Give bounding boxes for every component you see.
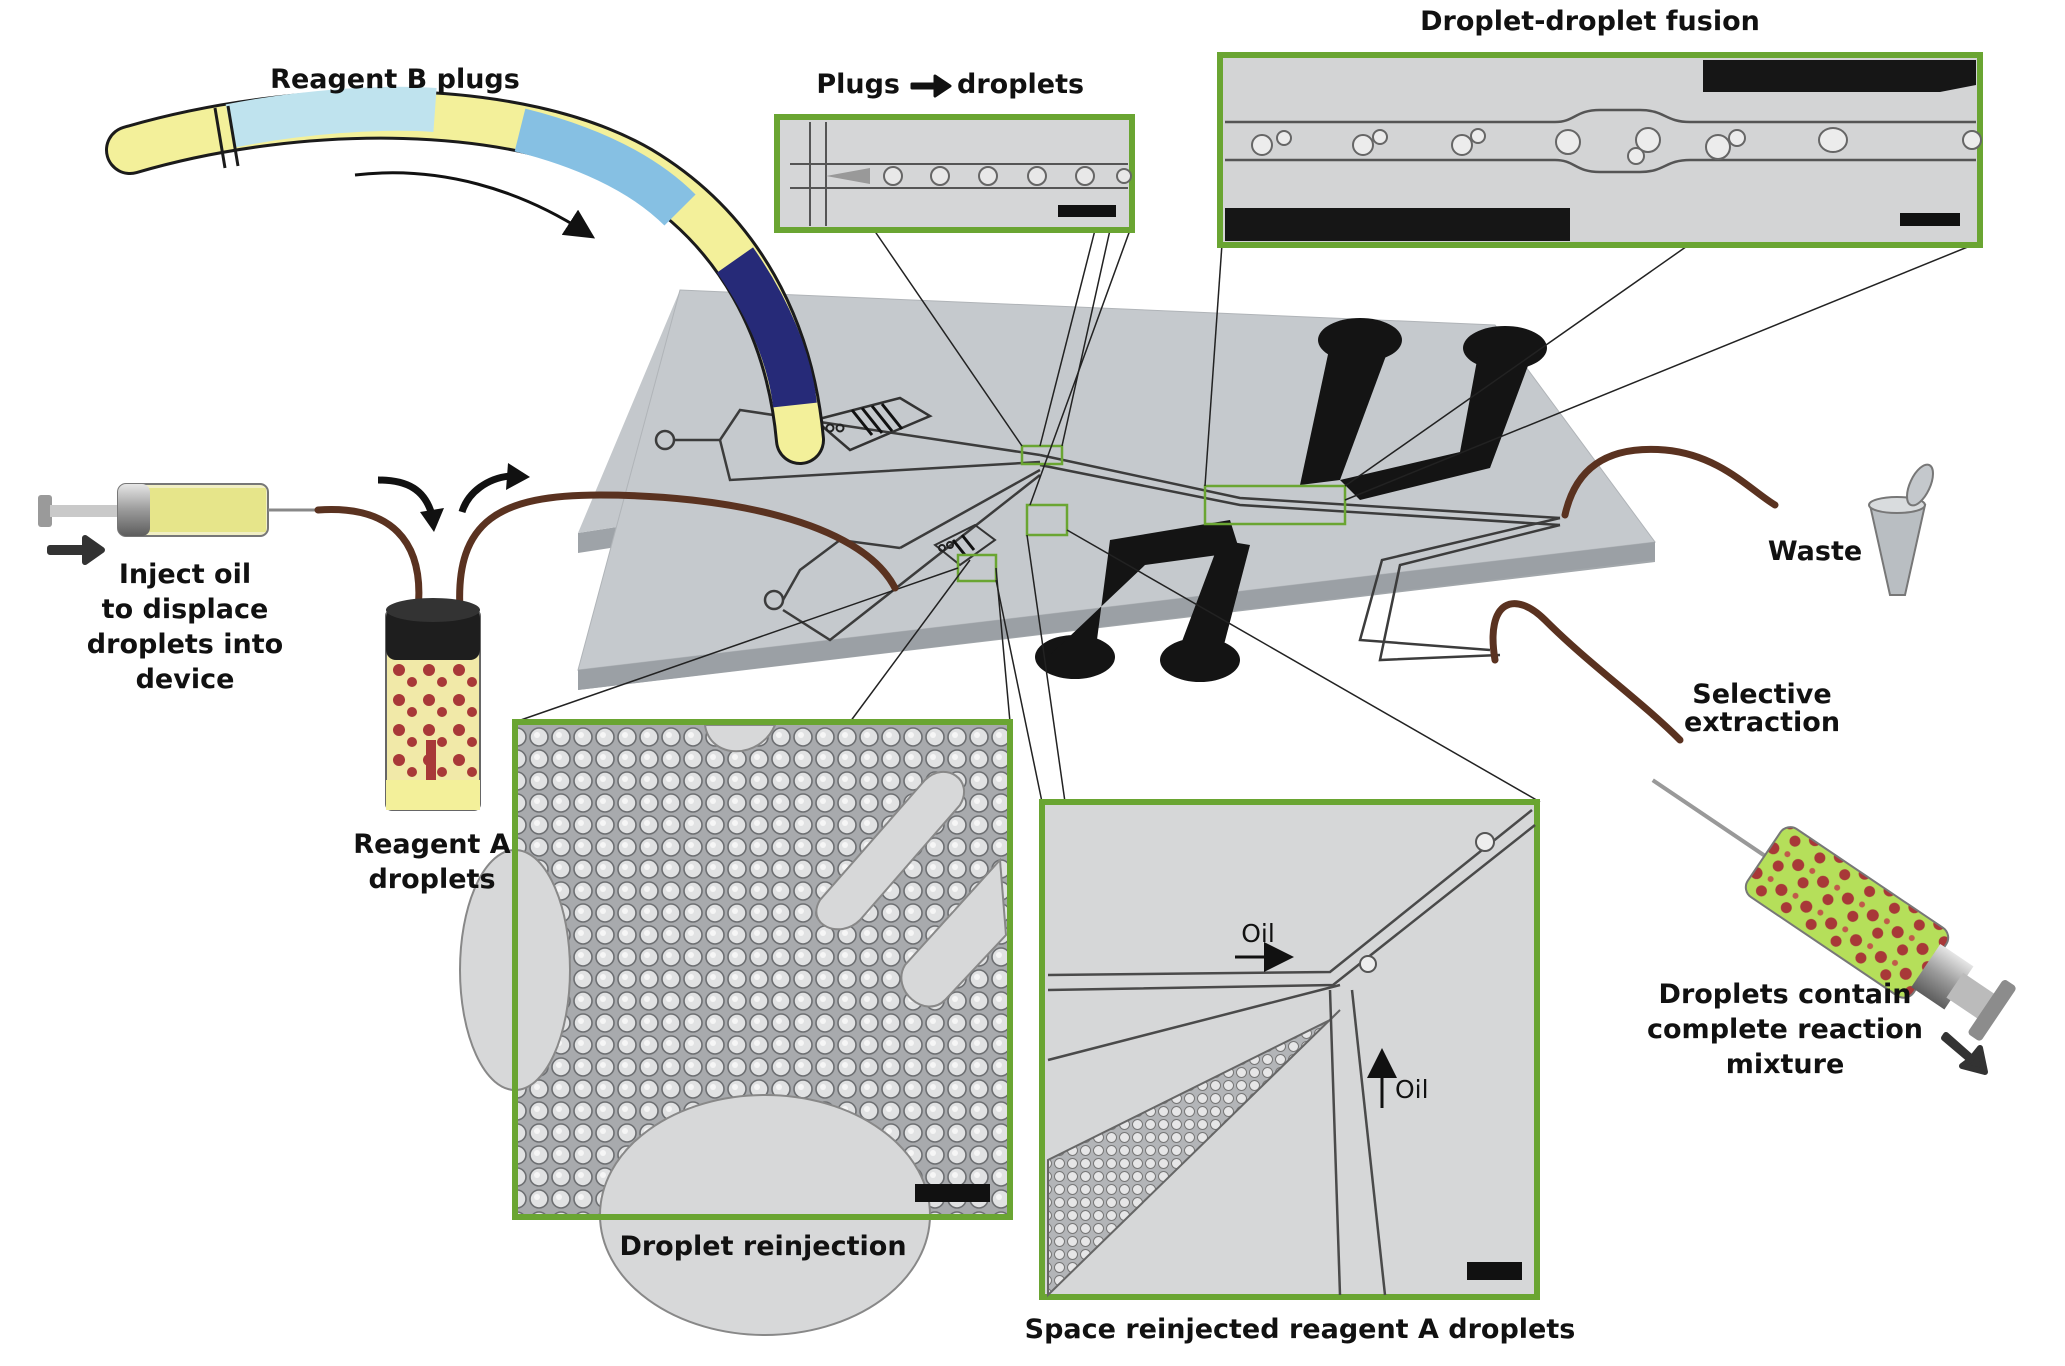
label-reagent-a: Reagent A droplets <box>353 829 510 895</box>
label-droplets-contain-line-1: Droplets contain <box>1659 979 1912 1010</box>
scale-bar <box>1900 213 1960 226</box>
label-selective-extraction-line-2: extraction <box>1684 707 1840 738</box>
electrodes <box>1035 318 1547 682</box>
label-inject-oil-line-1: Inject oil <box>119 559 251 590</box>
label-inject-oil: Inject oil to displace droplets into dev… <box>87 559 283 695</box>
label-inject-oil-line-3: droplets into <box>87 629 283 660</box>
label-reagent-a-line-1: Reagent A <box>353 829 510 860</box>
label-plugs-to-droplets: Plugs droplets <box>816 69 1084 100</box>
zoom-connector-lines <box>514 229 1976 803</box>
label-selective-extraction: Selective extraction <box>1684 679 1840 738</box>
inject-syringe <box>38 483 320 537</box>
label-space-reinjected: Space reinjected reagent A droplets <box>1025 1314 1576 1345</box>
extraction-arrow <box>1941 1032 1988 1075</box>
inset-droplet-reinjection <box>459 719 1013 1336</box>
right-arrow-icon <box>910 74 952 98</box>
chip-zoom-markers <box>956 444 1347 583</box>
label-inject-oil-line-2: to displace <box>102 594 269 625</box>
label-droplets-contain: Droplets contain complete reaction mixtu… <box>1647 979 1923 1080</box>
label-reagent-b-plugs: Reagent B plugs <box>270 64 520 95</box>
inject-arrow <box>47 535 105 565</box>
scale-bar <box>915 1184 990 1202</box>
label-droplets-contain-line-3: mixture <box>1726 1049 1845 1080</box>
label-oil-vertical: Oil <box>1395 1075 1429 1104</box>
label-inject-oil-line-4: device <box>136 664 235 695</box>
label-waste: Waste <box>1768 536 1862 567</box>
tube-break <box>213 105 240 169</box>
reagent-a-vial <box>385 598 481 811</box>
scale-bar <box>1058 205 1116 217</box>
label-selective-extraction-line-1: Selective <box>1692 679 1831 710</box>
label-droplet-reinjection: Droplet reinjection <box>619 1231 906 1262</box>
flow-arrow <box>354 171 596 239</box>
label-oil-horizontal: Oil <box>1241 919 1275 948</box>
label-droplet-fusion: Droplet-droplet fusion <box>1420 6 1760 37</box>
inset-droplet-fusion <box>1217 52 1983 248</box>
reagent-b-tube <box>105 86 825 465</box>
extraction-syringe <box>1651 778 2016 1041</box>
waste-tube <box>1868 463 1934 596</box>
label-droplets: droplets <box>957 69 1084 100</box>
inset-space-reinjected <box>1039 799 1540 1300</box>
inset-plugs-to-droplets <box>774 114 1135 233</box>
vial-arrow-head-2 <box>506 463 530 490</box>
scale-bar <box>1467 1262 1522 1280</box>
vial-arrows <box>377 472 511 517</box>
label-droplets-contain-line-2: complete reaction <box>1647 1014 1923 1045</box>
label-reagent-a-line-2: droplets <box>368 864 495 895</box>
brown-tubing <box>314 445 1779 744</box>
label-plugs: Plugs <box>816 69 900 100</box>
vial-arrow-head-1 <box>420 508 444 532</box>
